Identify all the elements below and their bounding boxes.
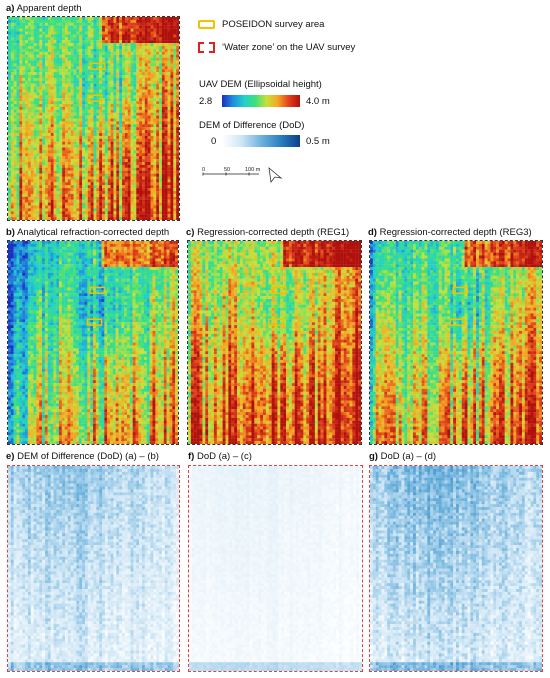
dem-min-label: 2.8 [199,96,212,107]
poseidon-survey-outline [449,318,466,326]
panel-a-letter: a) [6,3,14,14]
panel-f-letter: f) [188,451,194,462]
dem-color-ramp [222,95,300,107]
dod-a-minus-b-map [7,465,180,672]
reg3-corrected-depth-map [369,240,543,445]
dod-legend-title: DEM of Difference (DoD) [199,120,304,131]
panel-d-title: Regression-corrected depth (REG3) [380,227,532,238]
dem-max-label: 4.0 m [306,96,330,107]
panel-e-title: DEM of Difference (DoD) (a) – (b) [17,451,159,462]
panel-f-label: f) DoD (a) – (c) [188,451,252,462]
scale-tick-0: 0 [202,167,205,173]
scale-bar: 0 50 100 m [202,167,283,183]
panel-g-letter: g) [369,451,378,462]
dem-raster [8,241,178,444]
poseidon-swatch [198,20,215,29]
panel-e-label: e) DEM of Difference (DoD) (a) – (b) [6,451,159,462]
poseidon-survey-outline [89,62,106,70]
dod-a-minus-c-map [188,465,363,672]
dod-raster [8,466,179,671]
panel-a-title: Apparent depth [17,3,82,14]
poseidon-survey-outline [86,318,103,326]
panel-b-title: Analytical refraction-corrected depth [17,227,169,238]
panel-e-letter: e) [6,451,14,462]
dem-raster [370,241,542,444]
apparent-depth-map [7,16,180,221]
panel-g-label: g) DoD (a) – (d) [369,451,436,462]
dem-raster [8,17,179,220]
reg1-corrected-depth-map [187,240,362,445]
water-zone-legend-label: ‘Water zone’ on the UAV survey [222,42,355,53]
poseidon-survey-outline [89,286,106,294]
dod-a-minus-d-map [369,465,543,672]
panel-d-label: d) Regression-corrected depth (REG3) [368,227,532,238]
dod-max-label: 0.5 m [306,136,330,147]
poseidon-legend-label: POSEIDON survey area [222,19,324,30]
poseidon-survey-outline [270,286,287,294]
poseidon-survey-outline [268,318,284,326]
panel-b-letter: b) [6,227,15,238]
north-arrow-icon [268,167,283,183]
panel-c-label: c) Regression-corrected depth (REG1) [186,227,349,238]
dod-color-ramp [222,135,300,147]
panel-g-title: DoD (a) – (d) [381,451,436,462]
dod-raster [370,466,542,671]
panel-c-title: Regression-corrected depth (REG1) [197,227,349,238]
dem-legend-title: UAV DEM (Ellipsoidal height) [199,79,322,90]
dem-raster [188,241,361,444]
panel-d-letter: d) [368,227,377,238]
poseidon-survey-outline [452,286,469,294]
water-zone-swatch [198,42,215,53]
panel-f-title: DoD (a) – (c) [197,451,252,462]
poseidon-survey-outline [87,94,103,102]
dod-raster [189,466,362,671]
panel-b-label: b) Analytical refraction-corrected depth [6,227,169,238]
panel-a-label: a) Apparent depth [6,3,82,14]
scale-tick-100: 100 m [245,167,261,173]
dod-min-label: 0 [211,136,216,147]
scale-tick-50: 50 [224,167,230,173]
analytical-corrected-depth-map [7,240,179,445]
panel-c-letter: c) [186,227,194,238]
